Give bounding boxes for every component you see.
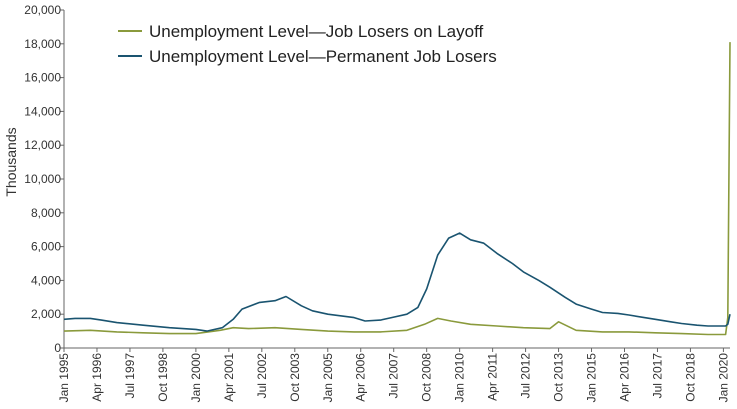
x-tick-label: Jul 2007 <box>387 353 401 399</box>
x-tick-label: Apr 2016 <box>617 353 631 402</box>
x-tick-label: Jan 2000 <box>189 353 203 403</box>
y-tick-label: 16,000 <box>24 71 61 85</box>
legend-label-1: Unemployment Level—Permanent Job Losers <box>149 47 497 66</box>
x-tick-label: Apr 2001 <box>222 353 236 402</box>
x-tick-label: Oct 2003 <box>288 353 302 402</box>
x-tick-label: Jul 2017 <box>650 353 664 399</box>
x-tick-label: Jul 2002 <box>255 353 269 399</box>
y-axis-title: Thousands <box>3 127 19 196</box>
x-tick-label: Apr 2011 <box>486 353 500 401</box>
y-tick-label: 6,000 <box>31 240 61 254</box>
y-tick-label: 10,000 <box>24 172 61 186</box>
x-tick-label: Jan 2005 <box>321 353 335 403</box>
legend-label-0: Unemployment Level—Job Losers on Layoff <box>149 22 483 41</box>
x-tick-label: Jul 1997 <box>123 353 137 399</box>
x-tick-label: Oct 1998 <box>156 353 170 402</box>
y-tick-label: 14,000 <box>24 104 61 118</box>
series-group <box>63 42 731 336</box>
x-tick-label: Oct 2008 <box>420 353 434 402</box>
y-tick-label: 2,000 <box>31 307 61 321</box>
x-tick-label: Apr 1996 <box>90 353 104 402</box>
x-tick-label: Jan 2020 <box>716 353 730 403</box>
x-tick-label: Apr 2006 <box>354 353 368 402</box>
x-tick-label: Jan 1995 <box>57 353 71 403</box>
x-axis: Jan 1995 Apr 1996 Jul 1997 Oct 1998 Jan 2000… <box>57 347 730 403</box>
y-tick-label: 4,000 <box>31 273 61 287</box>
y-axis: 0 2,000 4,000 6,000 8,000 10,000 12,000 14,000 1… <box>24 3 65 355</box>
y-tick-label: 12,000 <box>24 138 61 152</box>
legend: Unemployment Level—Job Losers on Layoff U… <box>118 22 497 66</box>
x-tick-label: Jan 2015 <box>585 353 599 403</box>
series-line-0 <box>63 42 731 336</box>
y-tick-label: 8,000 <box>31 206 61 220</box>
x-tick-label: Oct 2013 <box>552 353 566 402</box>
y-tick-label: 0 <box>54 341 61 355</box>
x-tick-label: Oct 2018 <box>683 353 697 402</box>
series-line-1 <box>63 232 731 332</box>
y-tick-label: 20,000 <box>24 3 61 17</box>
y-tick-label: 18,000 <box>24 37 61 51</box>
x-tick-label: Jul 2012 <box>519 353 533 399</box>
x-tick-label: Jan 2010 <box>453 353 467 403</box>
